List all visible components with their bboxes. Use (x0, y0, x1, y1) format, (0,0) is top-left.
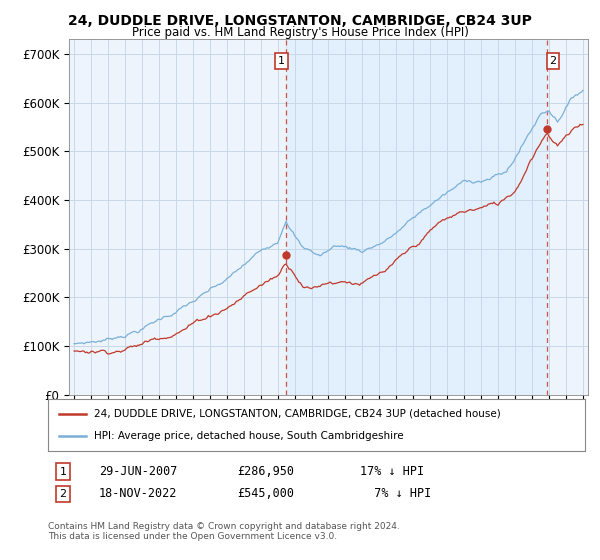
Text: Contains HM Land Registry data © Crown copyright and database right 2024.
This d: Contains HM Land Registry data © Crown c… (48, 522, 400, 542)
Text: 7% ↓ HPI: 7% ↓ HPI (360, 487, 431, 501)
Text: HPI: Average price, detached house, South Cambridgeshire: HPI: Average price, detached house, Sout… (94, 431, 403, 441)
Text: 24, DUDDLE DRIVE, LONGSTANTON, CAMBRIDGE, CB24 3UP (detached house): 24, DUDDLE DRIVE, LONGSTANTON, CAMBRIDGE… (94, 409, 500, 419)
Text: 24, DUDDLE DRIVE, LONGSTANTON, CAMBRIDGE, CB24 3UP: 24, DUDDLE DRIVE, LONGSTANTON, CAMBRIDGE… (68, 14, 532, 28)
Text: 2: 2 (59, 489, 67, 499)
Text: Price paid vs. HM Land Registry's House Price Index (HPI): Price paid vs. HM Land Registry's House … (131, 26, 469, 39)
Text: £286,950: £286,950 (237, 465, 294, 478)
Text: 18-NOV-2022: 18-NOV-2022 (99, 487, 178, 501)
Text: 17% ↓ HPI: 17% ↓ HPI (360, 465, 424, 478)
Text: 2: 2 (550, 56, 556, 66)
Text: 1: 1 (59, 466, 67, 477)
Text: 29-JUN-2007: 29-JUN-2007 (99, 465, 178, 478)
Text: 1: 1 (278, 56, 285, 66)
Text: £545,000: £545,000 (237, 487, 294, 501)
Bar (286, 39, 547, 395)
